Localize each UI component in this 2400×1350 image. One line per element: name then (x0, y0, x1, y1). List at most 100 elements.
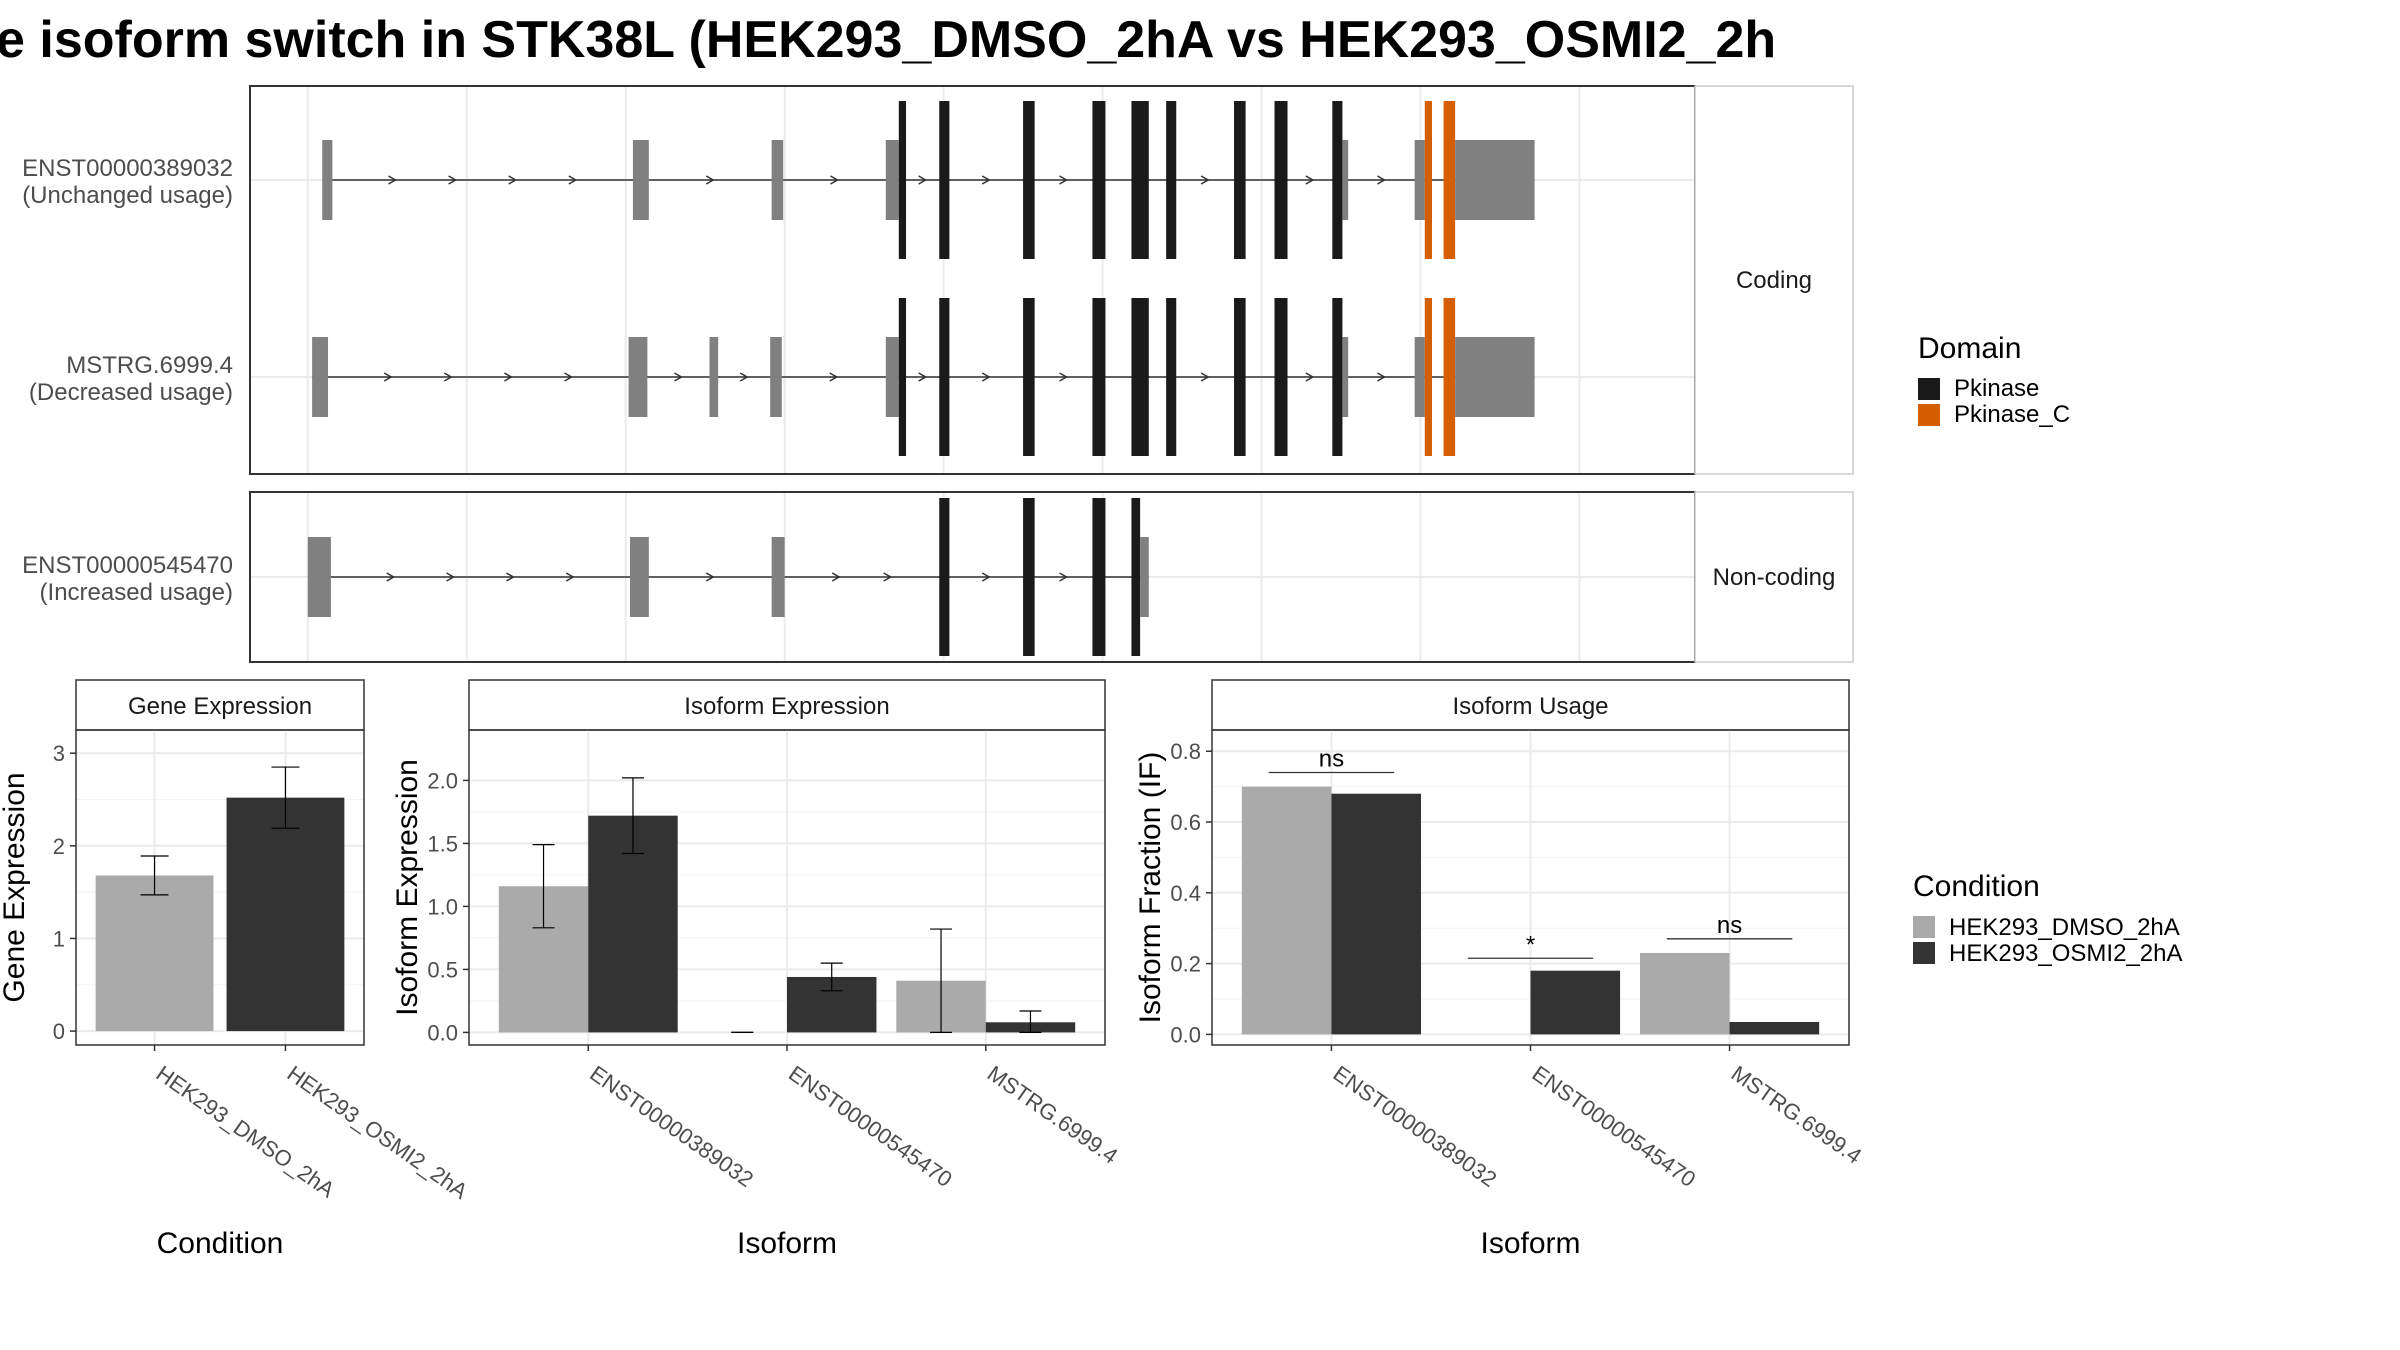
pkinase-domain-exon (1092, 298, 1106, 456)
pkinase-domain-exon (939, 498, 950, 656)
utr-exon-block (1342, 140, 1349, 220)
transcript-usage-label: (Decreased usage) (29, 379, 233, 406)
pkinase-domain-exon (1023, 498, 1035, 656)
intron-direction-arrow (705, 572, 715, 582)
pkinase-c-domain-exon (1443, 298, 1456, 456)
condition-legend: Condition HEK293_DMSO_2hA HEK293_OSMI2_2… (1913, 870, 2182, 967)
transcript-usage-label: (Unchanged usage) (22, 182, 233, 209)
pkinase-c-domain-exon (1443, 101, 1456, 259)
condition-legend-label-osmi2: HEK293_OSMI2_2hA (1949, 940, 2182, 967)
intron-direction-arrow (448, 175, 458, 185)
transcript-usage-label: (Increased usage) (40, 579, 233, 606)
structure-strip-box (1694, 85, 1854, 475)
intron-direction-arrow (981, 572, 991, 582)
bar-y-tick-label: 3 (53, 741, 65, 766)
pkinase-domain-exon (1234, 298, 1246, 456)
bar-y-tick-label: 0 (53, 1019, 65, 1044)
utr-exon-block (770, 337, 782, 417)
utr-exon-block (1342, 337, 1349, 417)
pkinase-domain-exon (1131, 298, 1149, 456)
bar-panel-strip (468, 679, 1106, 731)
intron-direction-arrow (508, 175, 518, 185)
pkinase-domain-exon (1332, 298, 1343, 456)
bar-y-axis-title: Gene Expression (0, 772, 31, 1002)
isoform-bar (1241, 786, 1332, 1035)
isoform-bar (1639, 952, 1730, 1035)
intron-direction-arrow (564, 372, 573, 382)
utr-exon-block (632, 140, 649, 220)
pkinase-domain-exon (939, 101, 950, 259)
pkinase-c-domain-exon (1424, 298, 1433, 456)
structure-strip-box (1694, 491, 1854, 663)
bar-y-axis-title: Isoform Expression (391, 759, 424, 1016)
domain-legend: Domain Pkinase Pkinase_C (1918, 332, 2070, 428)
utr-exon-block (1414, 337, 1425, 417)
intron-direction-arrow (1377, 372, 1386, 382)
pkinase-domain-exon (898, 298, 907, 456)
intron-direction-arrow (831, 572, 841, 582)
isoform-bar (1530, 970, 1621, 1035)
pkinase-domain-exon (1131, 498, 1141, 656)
bar-y-tick-label: 0.0 (427, 1020, 458, 1045)
pkinase-domain-exon (1092, 101, 1106, 259)
bar-panel-strip (75, 679, 365, 731)
pkinase-domain-exon (1092, 498, 1106, 656)
pkinase-domain-exon (898, 101, 907, 259)
bar-y-tick-label: 0.8 (1170, 739, 1201, 764)
bar-y-tick-label: 0.0 (1170, 1022, 1201, 1047)
intron-direction-arrow (830, 175, 840, 185)
intron-direction-arrow (739, 372, 749, 382)
intron-direction-arrow (503, 372, 513, 382)
bar-x-axis-title: Isoform (1480, 1227, 1580, 1260)
utr-exon-block (709, 337, 719, 417)
intron-direction-arrow (1059, 175, 1069, 185)
utr-exon-block (1455, 337, 1535, 417)
pkinase-domain-exon (1166, 298, 1177, 456)
bar-x-tick-label: ENST00000545470 (784, 1061, 957, 1192)
bar-y-tick-label: 0.5 (427, 957, 458, 982)
intron-direction-arrow (918, 372, 928, 382)
intron-direction-arrow (918, 175, 928, 185)
utr-exon-block (771, 140, 784, 220)
pkinase-domain-exon (1274, 101, 1288, 259)
significance-label: * (1526, 931, 1535, 958)
bar-panel-strip-label: Isoform Expression (684, 693, 889, 720)
utr-exon-block (307, 537, 331, 617)
intron-direction-arrow (674, 372, 683, 382)
bar-x-tick-label: ENST00000389032 (585, 1061, 758, 1192)
utr-exon-block (771, 537, 785, 617)
bar-panel-strip-label: Gene Expression (128, 693, 312, 720)
bar-panel-border (75, 729, 365, 1046)
bar-y-tick-label: 2.0 (427, 768, 458, 793)
bar-x-tick-label: MSTRG.6999.4 (983, 1061, 1123, 1169)
intron-direction-arrow (443, 372, 453, 382)
pkinase-domain-exon (939, 298, 950, 456)
intron-direction-arrow (506, 572, 515, 582)
bar-y-tick-label: 0.2 (1170, 952, 1201, 977)
intron-direction-arrow (981, 372, 991, 382)
significance-label: ns (1717, 912, 1742, 939)
transcript-structure-panels: ENST00000389032(Unchanged usage) MSTRG.69… (22, 85, 1854, 663)
bar-y-tick-label: 0.4 (1170, 881, 1201, 906)
pkinase-domain-exon (1131, 101, 1149, 259)
domain-legend-label-pkinase: Pkinase (1954, 375, 2039, 402)
bar-y-tick-label: 0.6 (1170, 810, 1201, 835)
intron-direction-arrow (568, 175, 578, 185)
intron-direction-arrow (829, 372, 839, 382)
bar-x-axis-title: Condition (157, 1227, 284, 1260)
expression-bar-panels: Gene Expression0123HEK293_DMSO_2hAHEK293… (0, 679, 1866, 1260)
intron-direction-arrow (1059, 372, 1069, 382)
transcript-id-label: ENST00000389032 (22, 155, 233, 182)
intron-direction-arrow (446, 572, 456, 582)
utr-exon-block (1140, 537, 1149, 617)
domain-legend-label-pkinase-c: Pkinase_C (1954, 401, 2070, 428)
intron-direction-arrow (565, 572, 575, 582)
utr-exon-block (885, 140, 899, 220)
condition-legend-label-dmso: HEK293_DMSO_2hA (1949, 914, 2180, 941)
intron-direction-arrow (705, 175, 715, 185)
utr-exon-block (885, 337, 899, 417)
condition-legend-key-osmi2 (1913, 942, 1935, 964)
bar-y-tick-label: 1.0 (427, 894, 458, 919)
intron-direction-arrow (383, 372, 393, 382)
